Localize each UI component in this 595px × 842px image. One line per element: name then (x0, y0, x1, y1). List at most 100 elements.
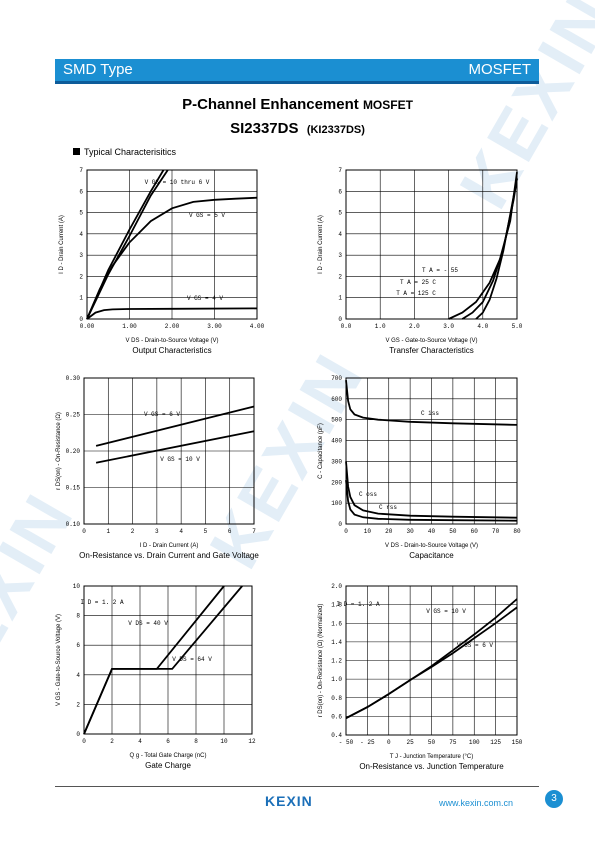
chart-caption: On-Resistance vs. Junction Temperature (359, 762, 504, 771)
y-tick-label: 3 (79, 252, 83, 259)
curve-annotation: I D = 1. 2 A (336, 601, 380, 608)
x-tick-label: 25 (407, 739, 415, 746)
curve-annotation: V GS = 4 V (187, 295, 223, 302)
y-tick-label: 1.0 (331, 676, 342, 683)
curve-annotation: V DS = 64 V (172, 656, 212, 663)
y-tick-label: 8 (76, 613, 80, 620)
series-line (95, 405, 255, 447)
y-axis-label: r DS(on) - On-Resistance (Ω) (Normalized… (318, 604, 324, 718)
y-tick-label: 1.2 (331, 658, 342, 665)
x-tick-label: 75 (449, 739, 457, 746)
series-line (86, 307, 258, 320)
x-tick-label: 0.0 (341, 323, 352, 330)
x-tick-label: 1.0 (375, 323, 386, 330)
curve-annotation: V GS = 6 V (457, 642, 493, 649)
series-line (345, 606, 518, 719)
y-tick-label: 0.10 (66, 521, 81, 528)
y-axis-label: r DS(on) - On-Resistance (Ω) (56, 412, 62, 490)
x-tick-label: 4 (138, 738, 142, 745)
plot-frame (345, 585, 518, 736)
series-line (86, 169, 169, 320)
y-tick-label: 0.4 (331, 732, 342, 739)
x-tick-label: 5 (204, 528, 208, 535)
curve-annotation: V GS = 10 V (160, 456, 200, 463)
y-tick-label: 0.8 (331, 695, 342, 702)
curve-annotation: C rss (379, 504, 397, 511)
chart-on-resistance-vs-temperature: - 50 - 25 0 25 50 75 100 125 150 0.4 0.6 0.8 1.0 1.2 1… (318, 583, 523, 771)
x-tick-label: 0 (82, 738, 86, 745)
curve-annotation: T A = 125 C (396, 290, 436, 297)
x-tick-label: 2 (110, 738, 114, 745)
x-tick-label: 1 (106, 528, 110, 535)
x-axis-label: T J - Junction Temperature (°C) (390, 754, 474, 760)
curve-annotation: V GS = 5 V (189, 212, 225, 219)
x-tick-label: 3 (155, 528, 159, 535)
x-tick-label: 10 (364, 528, 372, 535)
y-axis-label: I D - Drain Current (A) (59, 215, 65, 274)
x-tick-label: 2.0 (409, 323, 420, 330)
part-number: SI2337DS (KI2337DS) (0, 120, 595, 137)
x-tick-label: 4 (179, 528, 183, 535)
y-tick-label: 0 (76, 731, 80, 738)
x-tick-label: 12 (248, 738, 256, 745)
y-tick-label: 4 (338, 231, 342, 238)
x-tick-label: 125 (490, 739, 501, 746)
y-tick-label: 0.30 (66, 375, 81, 382)
y-tick-label: 0.20 (66, 448, 81, 455)
y-tick-label: 7 (79, 167, 83, 174)
x-tick-label: 4.0 (477, 323, 488, 330)
x-tick-label: 6 (228, 528, 232, 535)
x-axis-label: V DS - Drain-to-Source Voltage (V) (125, 338, 218, 344)
y-tick-label: 6 (76, 642, 80, 649)
chart-transfer-characteristics: 0.0 1.0 2.0 3.0 4.0 5.0 0 1 2 3 4 5 6 7 T A = - 55 T A … (318, 167, 523, 355)
y-tick-label: 5 (79, 210, 83, 217)
x-tick-label: 50 (428, 739, 436, 746)
y-tick-label: 2 (76, 701, 80, 708)
series-line (448, 171, 518, 320)
x-tick-label: 4.00 (250, 323, 265, 330)
document-title: P-Channel Enhancement MOSFET (0, 96, 595, 113)
y-tick-label: 7 (338, 167, 342, 174)
curve-annotation: V GS = 10 thru 6 V (145, 179, 210, 186)
chart-caption: On-Resistance vs. Drain Current and Gate… (79, 551, 259, 560)
x-axis-label: Q g - Total Gate Charge (nC) (130, 753, 207, 759)
y-tick-label: 2 (79, 273, 83, 280)
y-tick-label: 0 (338, 521, 342, 528)
x-axis-label: V DS - Drain-to-Source Voltage (V) (385, 543, 478, 549)
x-tick-label: 70 (492, 528, 500, 535)
curve-annotation: C oss (359, 491, 377, 498)
y-tick-label: 4 (79, 231, 83, 238)
plot-frame (83, 585, 253, 735)
curve-annotation: T A = 25 C (400, 279, 436, 286)
x-tick-label: 60 (471, 528, 479, 535)
footer-divider (55, 786, 539, 787)
footer-url[interactable]: www.kexin.com.cn (439, 798, 514, 808)
y-tick-label: 2 (338, 273, 342, 280)
y-axis-label: V GS - Gate-to-Source Voltage (V) (56, 614, 62, 706)
part-main: SI2337DS (230, 120, 299, 137)
x-tick-label: 50 (449, 528, 457, 535)
curve-annotation: V DS = 40 V (128, 620, 168, 627)
x-tick-label: 8 (194, 738, 198, 745)
x-tick-label: 0.00 (80, 323, 95, 330)
section-heading: Typical Characterisitics (73, 147, 176, 157)
chart-caption: Gate Charge (145, 761, 191, 770)
y-tick-label: 0.25 (66, 412, 81, 419)
curve-annotation: T A = - 55 (422, 267, 458, 274)
x-tick-label: 150 (512, 739, 523, 746)
x-tick-label: 0 (82, 528, 86, 535)
y-tick-label: 0.15 (66, 485, 81, 492)
page-number: 3 (545, 790, 563, 808)
y-axis-label: C - Capacitance (pF) (318, 423, 324, 479)
section-title: Typical Characterisitics (84, 147, 177, 157)
x-axis-label: I D - Drain Current (A) (140, 543, 199, 549)
x-tick-label: 5.0 (512, 323, 523, 330)
curve-annotation: V GS = 6 V (144, 411, 180, 418)
y-tick-label: 600 (331, 396, 342, 403)
y-tick-label: 400 (331, 438, 342, 445)
y-tick-label: 1 (338, 295, 342, 302)
header-banner: SMD Type MOSFET (55, 59, 539, 84)
y-tick-label: 2.0 (331, 583, 342, 590)
plot-frame (345, 377, 518, 525)
y-tick-label: 0 (79, 316, 83, 323)
